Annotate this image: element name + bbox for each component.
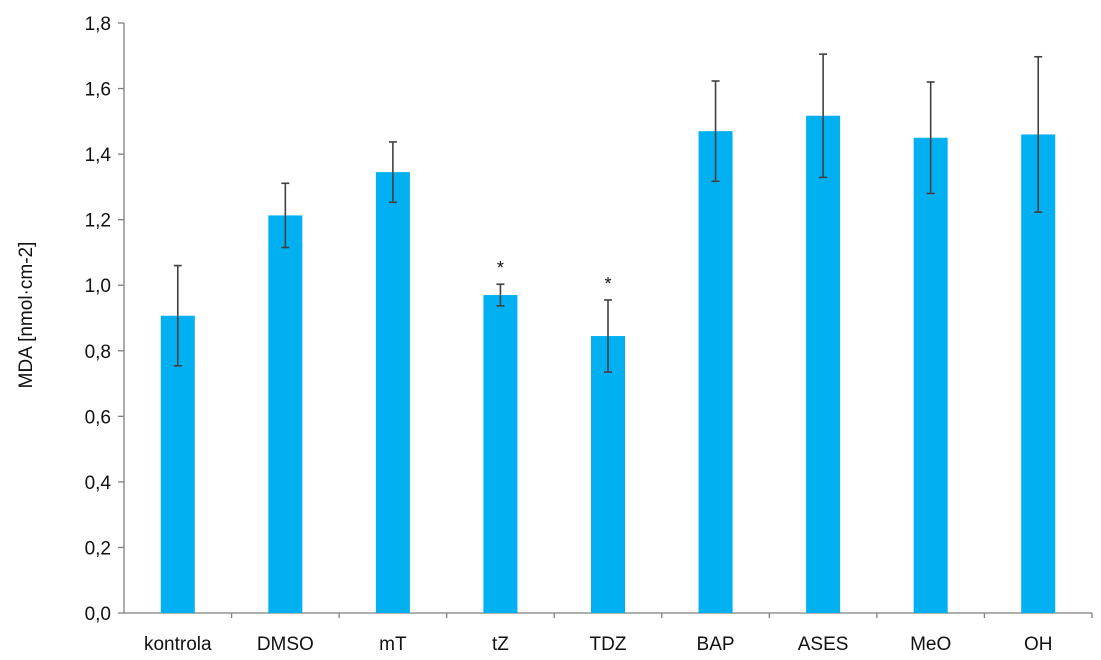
- y-tick-label: 0,4: [85, 473, 112, 494]
- bar: [913, 137, 948, 613]
- x-tick-label: BAP: [697, 634, 735, 655]
- significance-annotations: **: [497, 258, 612, 294]
- error-bars: [173, 53, 1043, 373]
- x-tick-label: mT: [379, 634, 407, 655]
- x-tick-label: OH: [1024, 634, 1053, 655]
- bar: [591, 336, 625, 613]
- y-tick-label: 0,0: [85, 604, 111, 625]
- x-tick-label: ASES: [798, 634, 849, 655]
- bar: [806, 115, 841, 613]
- y-tick-label: 1,0: [85, 276, 111, 297]
- x-tick-label: tZ: [492, 634, 509, 655]
- x-axis-ticks: kontrola DMSO mT tZ TDZ BAP ASES MeO OH: [144, 613, 1093, 655]
- y-tick-label: 1,8: [85, 14, 111, 35]
- bar: [1021, 134, 1056, 613]
- significance-marker: *: [604, 274, 611, 294]
- y-tick-label: 1,6: [85, 80, 111, 101]
- bar: [375, 172, 410, 613]
- x-tick-label: DMSO: [257, 634, 314, 655]
- x-tick-label: kontrola: [144, 634, 212, 655]
- bar: [483, 295, 518, 613]
- y-tick-label: 0,6: [85, 407, 111, 428]
- y-axis-title: MDA [nmol·cm-2]: [16, 242, 37, 389]
- y-tick-label: 1,4: [85, 145, 112, 166]
- x-tick-label: MeO: [910, 634, 951, 655]
- y-axis-ticks: 0,0 0,2 0,4 0,6 0,8 1,0 1,2 1,4 1,6 1,8: [85, 14, 124, 625]
- bars: [160, 115, 1056, 613]
- x-tick-label: TDZ: [590, 634, 627, 655]
- bar: [268, 215, 303, 613]
- y-tick-label: 0,8: [85, 342, 111, 363]
- bar: [698, 131, 733, 613]
- y-tick-label: 0,2: [85, 538, 111, 559]
- y-tick-label: 1,2: [85, 211, 111, 232]
- significance-marker: *: [497, 258, 504, 278]
